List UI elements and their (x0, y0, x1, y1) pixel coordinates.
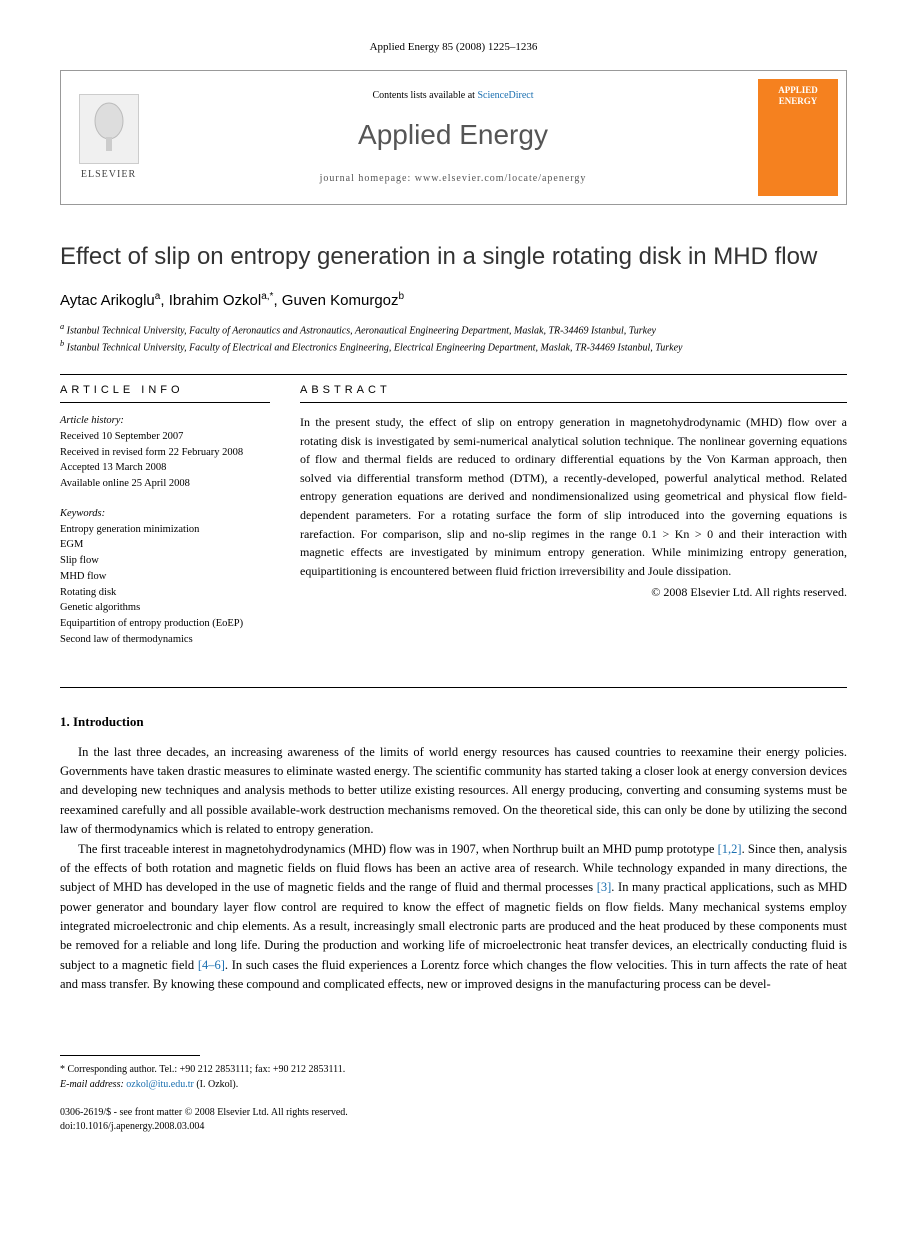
history-line: Accepted 13 March 2008 (60, 460, 270, 476)
author-1: Aytac Arikoglua (60, 292, 160, 309)
contents-prefix: Contents lists available at (372, 90, 477, 101)
corr-author-line: * Corresponding author. Tel.: +90 212 28… (60, 1062, 847, 1077)
header-center: Contents lists available at ScienceDirec… (156, 71, 750, 204)
abstract-column: ABSTRACT In the present study, the effec… (300, 383, 847, 662)
article-history: Article history: Received 10 September 2… (60, 413, 270, 492)
author-3: Guven Komurgozb (282, 292, 404, 309)
email-label: E-mail address: (60, 1079, 126, 1090)
journal-cover: APPLIED ENERGY (758, 79, 838, 196)
keyword: Genetic algorithms (60, 600, 270, 616)
article-info-column: ARTICLE INFO Article history: Received 1… (60, 383, 270, 662)
body-paragraph: In the last three decades, an increasing… (60, 743, 847, 840)
author-marker: a (155, 291, 161, 302)
reference-link[interactable]: [1,2] (718, 842, 742, 856)
author-2: Ibrahim Ozkola,* (169, 292, 274, 309)
sciencedirect-link[interactable]: ScienceDirect (477, 90, 533, 101)
keyword: EGM (60, 537, 270, 553)
abstract-copyright: © 2008 Elsevier Ltd. All rights reserved… (300, 584, 847, 601)
journal-name: Applied Energy (358, 115, 548, 154)
keyword: Rotating disk (60, 585, 270, 601)
aff-text: Istanbul Technical University, Faculty o… (67, 325, 656, 336)
author-name: Aytac Arikoglu (60, 292, 155, 309)
col-divider (60, 402, 270, 403)
homepage-url[interactable]: www.elsevier.com/locate/apenergy (415, 173, 587, 184)
author-marker: a,* (261, 291, 273, 302)
footer-copyright: 0306-2619/$ - see front matter © 2008 El… (60, 1106, 847, 1120)
history-label: Article history: (60, 413, 270, 429)
email-suffix: (I. Ozkol). (194, 1079, 238, 1090)
keyword: Equipartition of entropy production (EoE… (60, 616, 270, 632)
footer: 0306-2619/$ - see front matter © 2008 El… (60, 1106, 847, 1134)
author-name: Ibrahim Ozkol (169, 292, 262, 309)
corresponding-author-footnote: * Corresponding author. Tel.: +90 212 28… (60, 1062, 847, 1092)
reference-link[interactable]: [4–6] (198, 958, 225, 972)
keyword: MHD flow (60, 569, 270, 585)
journal-header: ELSEVIER Contents lists available at Sci… (60, 70, 847, 205)
abstract-heading: ABSTRACT (300, 383, 847, 398)
divider (60, 687, 847, 688)
keyword: Slip flow (60, 553, 270, 569)
history-line: Available online 25 April 2008 (60, 476, 270, 492)
keyword: Second law of thermodynamics (60, 632, 270, 648)
author-list: Aytac Arikoglua, Ibrahim Ozkola,*, Guven… (60, 290, 847, 311)
publisher-logo: ELSEVIER (61, 71, 156, 204)
email-line: E-mail address: ozkol@itu.edu.tr (I. Ozk… (60, 1077, 847, 1092)
keyword: Entropy generation minimization (60, 522, 270, 538)
footer-doi: doi:10.1016/j.apenergy.2008.03.004 (60, 1120, 847, 1134)
divider (60, 374, 847, 375)
author-marker: b (399, 291, 405, 302)
contents-available: Contents lists available at ScienceDirec… (372, 89, 533, 103)
keywords-label: Keywords: (60, 506, 270, 522)
article-title: Effect of slip on entropy generation in … (60, 240, 847, 274)
col-divider (300, 402, 847, 403)
author-name: Guven Komurgoz (282, 292, 399, 309)
affiliation-a: a Istanbul Technical University, Faculty… (60, 321, 847, 338)
homepage-label: journal homepage: (320, 173, 415, 184)
publisher-name: ELSEVIER (81, 168, 136, 182)
aff-text: Istanbul Technical University, Faculty o… (67, 343, 683, 354)
email-link[interactable]: ozkol@itu.edu.tr (126, 1079, 194, 1090)
para-text: The first traceable interest in magnetoh… (78, 842, 718, 856)
elsevier-tree-icon (79, 94, 139, 164)
cover-title: APPLIED ENERGY (762, 85, 834, 107)
history-line: Received in revised form 22 February 200… (60, 445, 270, 461)
footnote-divider (60, 1055, 200, 1056)
keywords-block: Keywords: Entropy generation minimizatio… (60, 506, 270, 648)
aff-marker: a (60, 322, 64, 331)
body-paragraph: The first traceable interest in magnetoh… (60, 840, 847, 995)
aff-marker: b (60, 339, 64, 348)
reference-link[interactable]: [3] (597, 880, 612, 894)
header-citation: Applied Energy 85 (2008) 1225–1236 (60, 40, 847, 55)
affiliation-list: a Istanbul Technical University, Faculty… (60, 321, 847, 356)
affiliation-b: b Istanbul Technical University, Faculty… (60, 338, 847, 355)
journal-homepage: journal homepage: www.elsevier.com/locat… (320, 172, 587, 186)
article-info-heading: ARTICLE INFO (60, 383, 270, 398)
section-heading-introduction: 1. Introduction (60, 713, 847, 731)
info-abstract-row: ARTICLE INFO Article history: Received 1… (60, 383, 847, 662)
abstract-text: In the present study, the effect of slip… (300, 413, 847, 580)
history-line: Received 10 September 2007 (60, 429, 270, 445)
